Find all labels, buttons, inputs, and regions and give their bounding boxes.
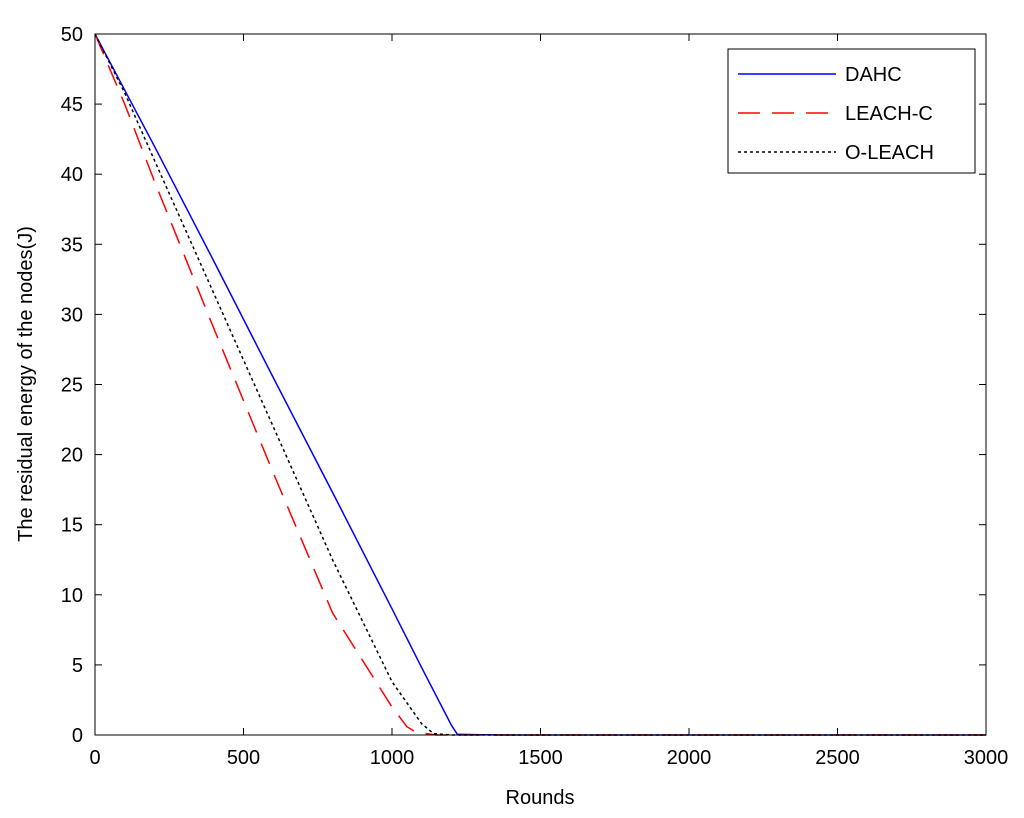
x-tick-label: 1000	[370, 747, 415, 769]
x-tick-label: 3000	[964, 747, 1009, 769]
y-axis-label: The residual energy of the nodes(J)	[15, 226, 37, 542]
x-tick-label: 0	[89, 747, 100, 769]
legend-label-dahc: DAHC	[845, 64, 902, 86]
x-tick-label: 2500	[815, 747, 860, 769]
x-tick-label: 2000	[667, 747, 712, 769]
x-tick-label: 1500	[518, 747, 563, 769]
y-tick-label: 50	[61, 24, 83, 46]
x-axis-ticks: 0 500 1000 1500 2000 2500 3000	[89, 34, 1008, 769]
y-tick-label: 25	[61, 375, 83, 397]
legend-label-o-leach: O-LEACH	[845, 142, 934, 164]
y-tick-label: 35	[61, 234, 83, 256]
y-tick-label: 0	[72, 725, 83, 747]
x-tick-label: 500	[227, 747, 260, 769]
series-line-leach-c	[94, 33, 986, 736]
legend-label-leach-c: LEACH-C	[845, 103, 933, 125]
y-tick-label: 10	[61, 585, 83, 607]
series-line-o-leach	[94, 33, 986, 736]
plot-area-border	[94, 33, 987, 736]
y-tick-label: 45	[61, 94, 83, 116]
y-tick-label: 30	[61, 304, 83, 326]
y-tick-label: 5	[72, 655, 83, 677]
y-tick-label: 20	[61, 445, 83, 467]
y-tick-label: 15	[61, 515, 83, 537]
x-axis-label: Rounds	[506, 787, 575, 809]
legend: DAHC LEACH-C O-LEACH	[727, 48, 976, 174]
y-axis-ticks: 0 5 10 15 20 25 30 35 40 45 50	[61, 24, 986, 747]
y-tick-label: 40	[61, 164, 83, 186]
